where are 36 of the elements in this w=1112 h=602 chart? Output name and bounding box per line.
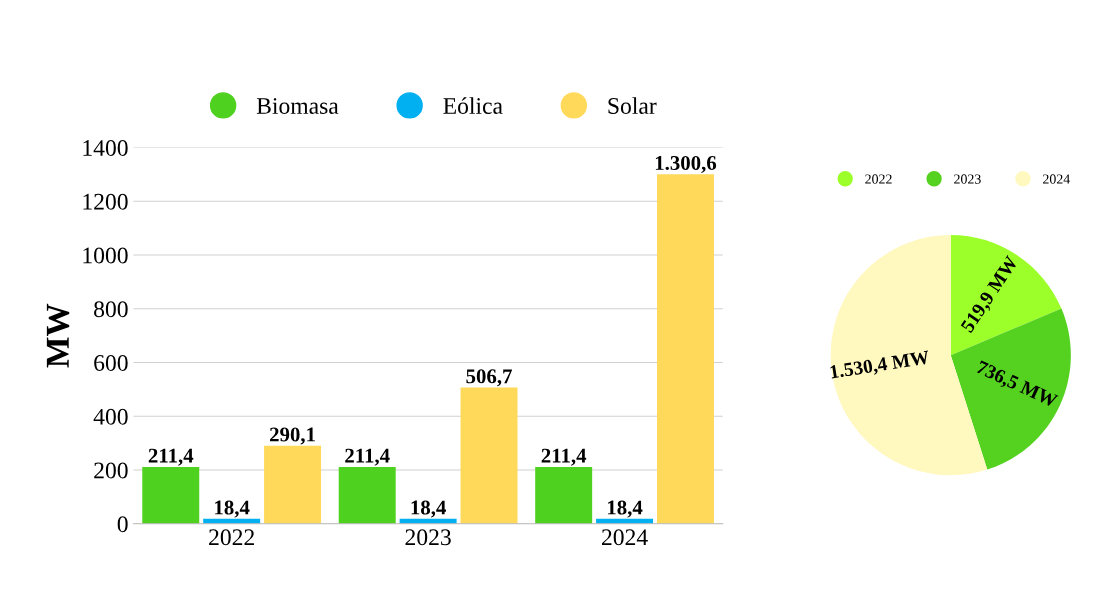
bar (142, 466, 200, 524)
legend-label: 2024 (1043, 174, 1070, 184)
y-tick-label: 400 (93, 408, 128, 425)
legend-label: Eólica (443, 97, 503, 114)
legend-label: 2022 (865, 174, 892, 184)
legend-label: Solar (608, 97, 657, 114)
y-tick-label: 0 (117, 516, 128, 533)
x-tick-label: 2022 (209, 529, 254, 546)
y-tick-label: 1400 (83, 139, 128, 156)
data-label: 1.530,4 MW (829, 350, 931, 382)
x-tick-label: 2023 (405, 529, 451, 546)
data-label: 1.300,6 (655, 155, 717, 173)
y-tick-label: 800 (94, 301, 128, 318)
data-label: 18,4 (411, 500, 446, 518)
y-tick-label: 1200 (83, 193, 128, 210)
data-label: 736,5 MW (974, 360, 1059, 411)
bar (264, 445, 322, 524)
data-label: 211,4 (345, 448, 390, 466)
data-label: 211,4 (541, 448, 587, 466)
bar (656, 174, 714, 524)
legend-label: 2023 (954, 174, 981, 184)
pie-slice (950, 235, 1062, 356)
data-label: 506,7 (466, 369, 512, 387)
bar (535, 466, 593, 524)
x-tick-label: 2024 (602, 529, 648, 546)
data-label: 290,1 (270, 427, 315, 445)
y-tick-label: 200 (94, 462, 128, 479)
y-tick-label: 1000 (83, 247, 128, 264)
bar (460, 387, 518, 524)
data-label: 211,4 (148, 448, 194, 466)
bar (338, 466, 396, 524)
y-axis-title: MW (46, 303, 70, 368)
data-label: 18,4 (608, 500, 643, 518)
legend-label: Biomasa (256, 98, 339, 114)
data-label: 18,4 (215, 500, 250, 518)
y-tick-label: 600 (94, 354, 128, 371)
